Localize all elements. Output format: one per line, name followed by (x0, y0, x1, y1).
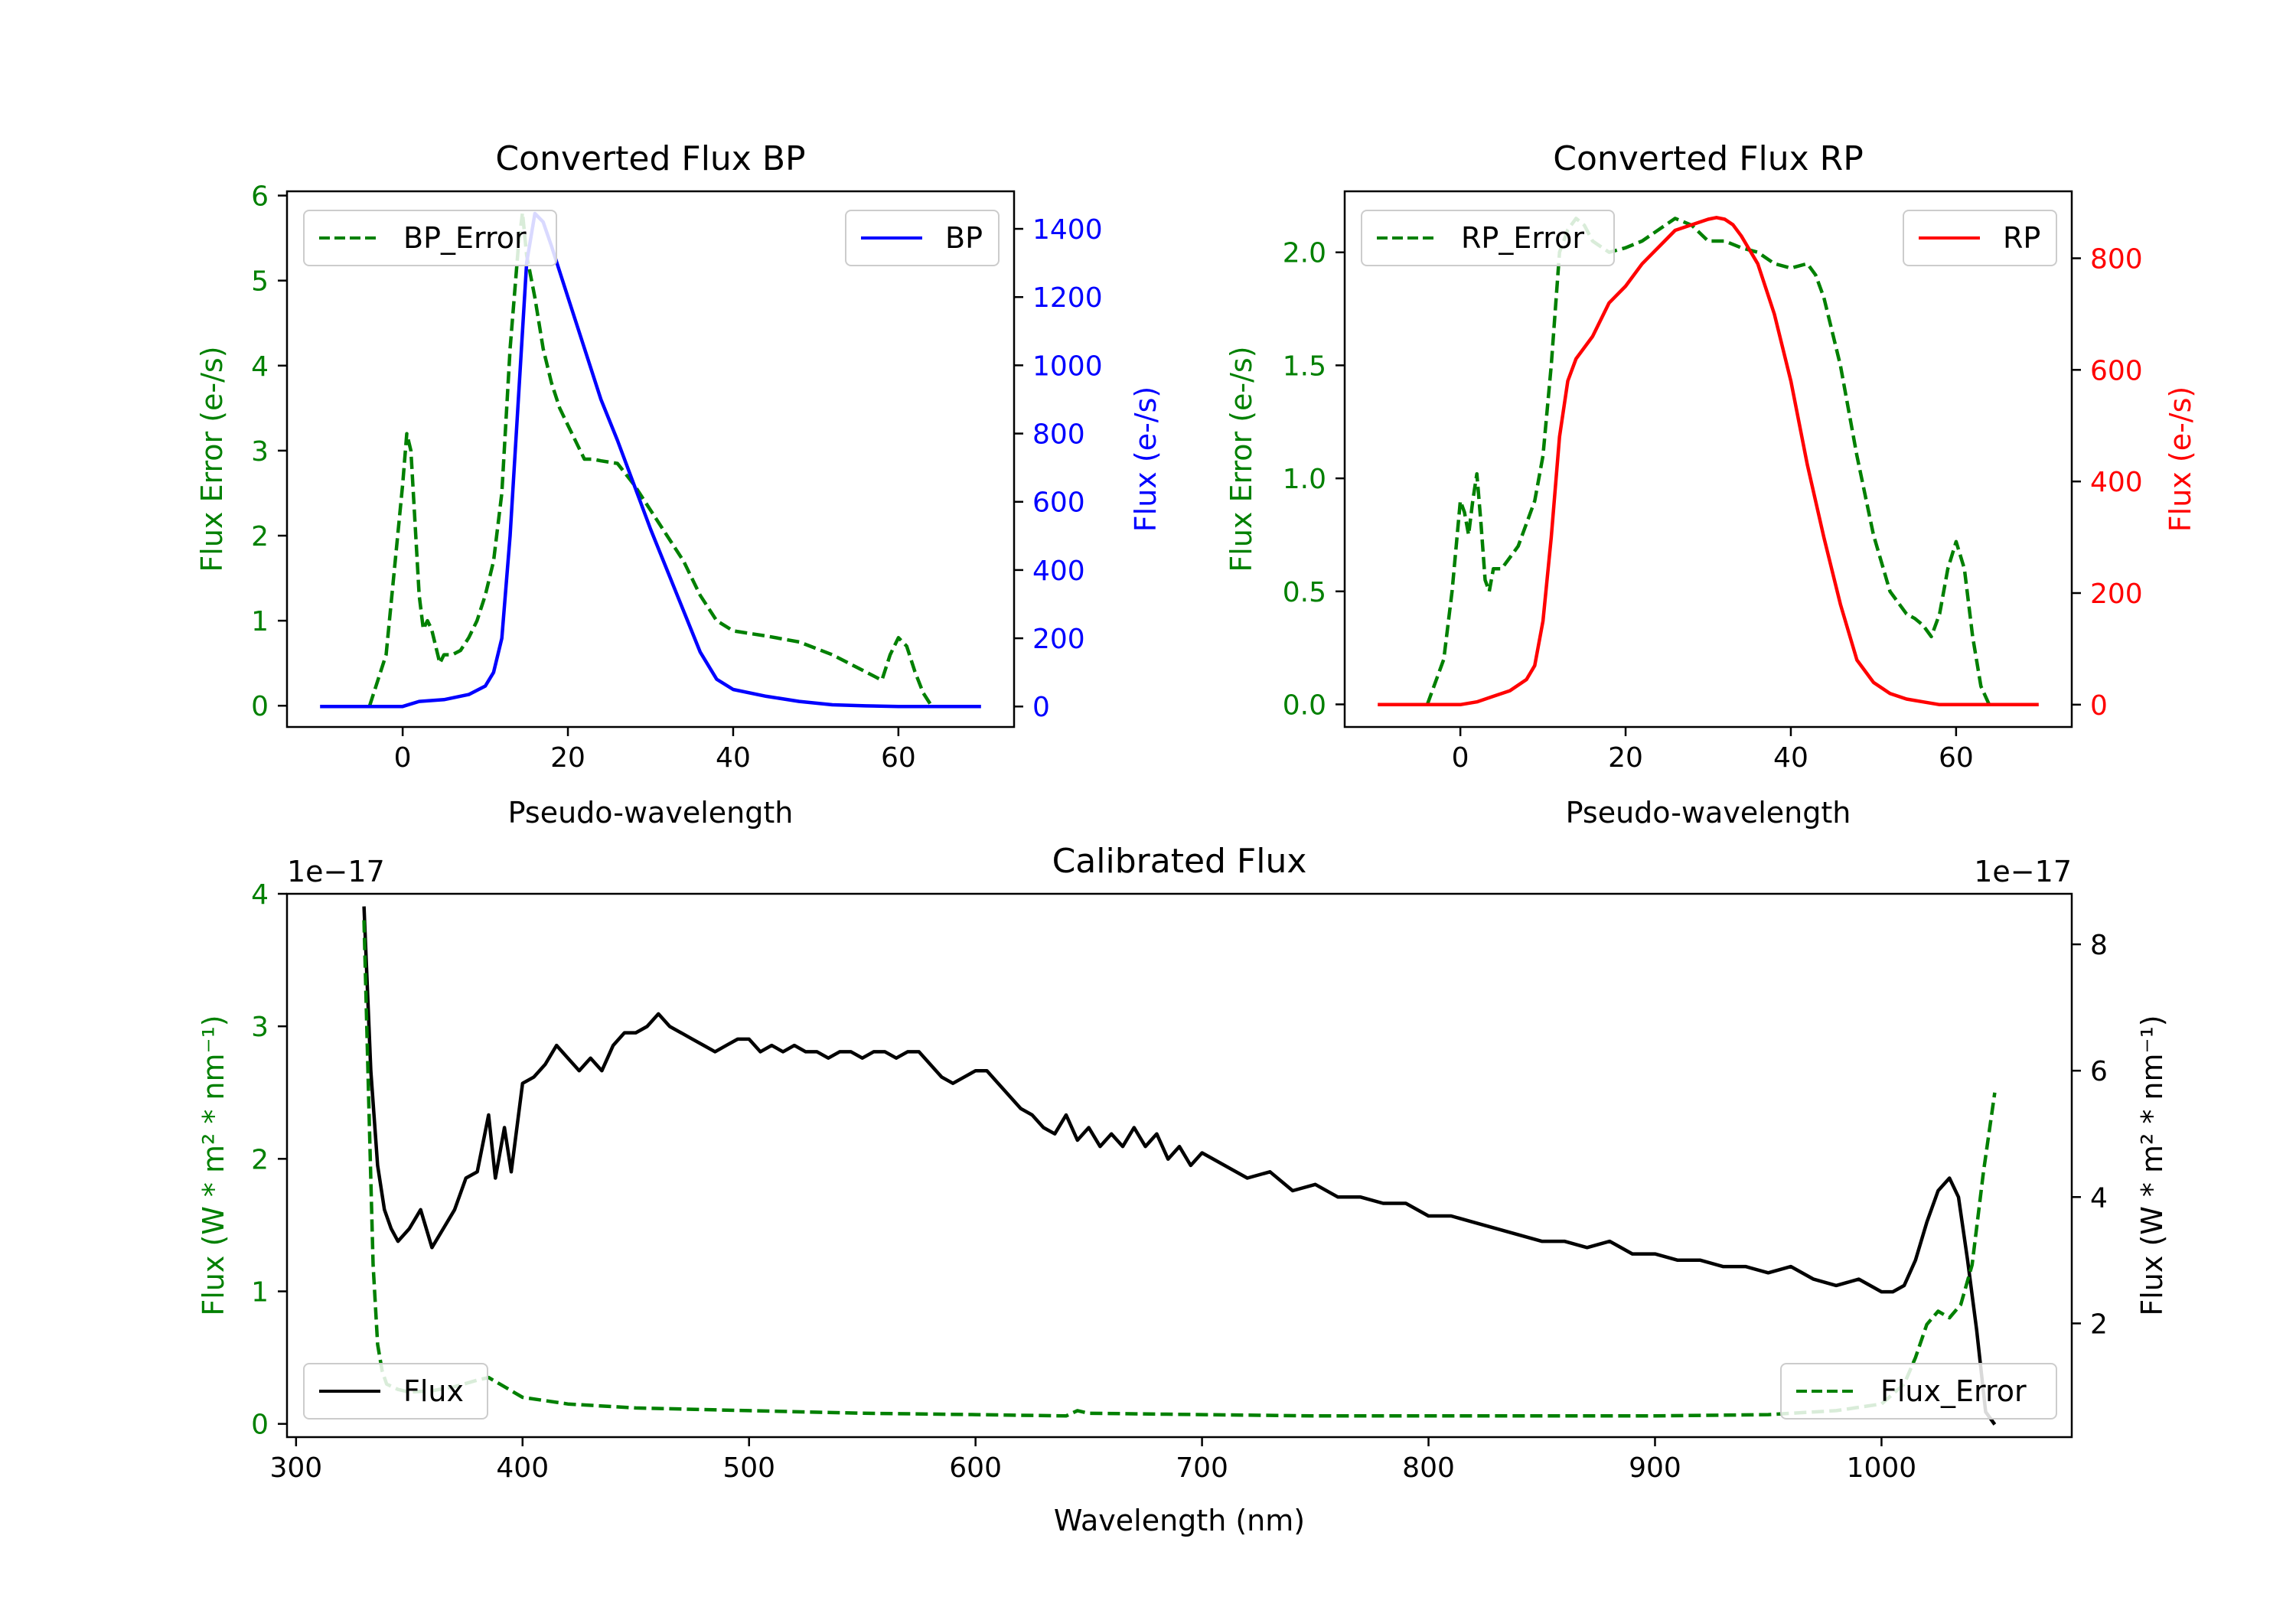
cal-xtick-label: 400 (496, 1452, 549, 1484)
bp-ytick-left-label: 3 (251, 436, 269, 468)
rp-legend-error-label: RP_Error (1461, 221, 1584, 255)
cal-legend-error: Flux_Error (1780, 1363, 2057, 1420)
rp-ytick-left-label: 1.0 (1283, 464, 1326, 495)
bp-ytick-left-label: 1 (251, 606, 269, 637)
cal-xtick-label: 500 (722, 1452, 775, 1484)
rp-panel: 0 20 40 60 0.0 0.5 1.0 1.5 2.0 0 200 400 600 800 Conv… (1225, 139, 2197, 830)
cal-plot-area (285, 892, 2073, 1439)
rp-ytick-left-label: 0.0 (1283, 689, 1326, 721)
rp-ytick-right-label: 400 (2090, 467, 2143, 498)
bp-legend-flux-label: BP (945, 221, 983, 255)
cal-ytick-right-label: 2 (2090, 1309, 2108, 1340)
bp-plot-area (285, 190, 1016, 729)
rp-ylabel-right: Flux (e-/s) (2164, 386, 2197, 532)
cal-offset-right: 1e−17 (1974, 855, 2072, 888)
bp-ytick-left-label: 2 (251, 521, 269, 553)
cal-series-flux (362, 906, 1997, 1426)
rp-xlabel: Pseudo-wavelength (1566, 796, 1851, 830)
rp-series-rp-error (1425, 217, 1991, 706)
rp-ytick-left-label: 0.5 (1283, 577, 1326, 608)
cal-title: Calibrated Flux (1052, 842, 1307, 881)
bp-ytick-right-label: 0 (1032, 692, 1050, 723)
bp-series-bp (320, 211, 981, 709)
bp-ylabel-right: Flux (e-/s) (1129, 386, 1163, 532)
bp-ytick-left-label: 5 (251, 266, 269, 298)
bp-ytick-left-label: 6 (251, 181, 269, 213)
cal-xtick-label: 600 (949, 1452, 1002, 1484)
bp-panel: 0 20 40 6001234560200400600800100012001400 … (195, 139, 1163, 830)
cal-ylabel-right: Flux (W * m² * nm⁻¹) (2135, 1015, 2169, 1315)
rp-ytick-right-label: 200 (2090, 579, 2143, 610)
bp-legend-error: BP_Error (303, 210, 557, 266)
bp-xtick-label: 60 (881, 742, 916, 774)
bp-legend-flux: BP (845, 210, 1000, 266)
rp-ytick-right-label: 600 (2090, 355, 2143, 386)
cal-xtick-label: 700 (1176, 1452, 1228, 1484)
cal-offset-left: 1e−17 (287, 855, 385, 888)
bp-ytick-right-label: 1200 (1032, 282, 1103, 314)
rp-xtick-label: 40 (1773, 742, 1808, 774)
bp-title: Converted Flux BP (495, 139, 805, 178)
rp-title: Converted Flux RP (1553, 139, 1864, 178)
rp-ytick-left-label: 2.0 (1283, 238, 1326, 269)
cal-ylabel-left: Flux (W * m² * nm⁻¹) (197, 1015, 230, 1315)
bp-ytick-right-label: 600 (1032, 487, 1085, 519)
cal-ytick-left-label: 2 (251, 1144, 269, 1175)
bp-xtick-label: 20 (550, 742, 585, 774)
cal-ytick-left-label: 0 (251, 1410, 269, 1441)
bp-xtick-label: 0 (394, 742, 412, 774)
rp-ylabel-left: Flux Error (e-/s) (1225, 346, 1258, 572)
rp-legend-flux: RP (1903, 210, 2057, 266)
cal-legend-flux-label: Flux (403, 1374, 464, 1408)
cal-xlabel: Wavelength (nm) (1054, 1504, 1305, 1537)
rp-ytick-left-label: 1.5 (1283, 350, 1326, 382)
bp-ytick-right-label: 1400 (1032, 214, 1103, 246)
rp-ytick-right-label: 0 (2090, 690, 2108, 722)
cal-xtick-label: 800 (1402, 1452, 1455, 1484)
bp-ytick-left-label: 0 (251, 691, 269, 722)
bp-ytick-right-label: 200 (1032, 624, 1085, 655)
rp-legend-flux-label: RP (2003, 221, 2040, 255)
rp-plot-area (1343, 190, 2073, 729)
rp-legend-error: RP_Error (1361, 210, 1615, 266)
bp-ytick-right-label: 800 (1032, 419, 1085, 451)
bp-ylabel-left: Flux Error (e-/s) (195, 346, 229, 572)
bp-xlabel: Pseudo-wavelength (508, 796, 794, 830)
rp-xtick-label: 60 (1939, 742, 1974, 774)
cal-xtick-label: 1000 (1847, 1452, 1917, 1484)
cal-ytick-right-label: 8 (2090, 930, 2108, 961)
bp-ytick-right-label: 400 (1032, 556, 1085, 587)
cal-panel: 300 400 500 600 700 800 900 1000 0 1 2 3 4 2 4 6 8 Calib… (197, 842, 2169, 1537)
cal-xtick-label: 900 (1629, 1452, 1681, 1484)
rp-series-rp (1378, 216, 2039, 707)
cal-ytick-right-label: 6 (2090, 1056, 2108, 1087)
cal-legend-error-label: Flux_Error (1880, 1374, 2027, 1408)
cal-ytick-left-label: 4 (251, 879, 269, 911)
cal-legend-flux: Flux (303, 1363, 488, 1420)
cal-ytick-left-label: 3 (251, 1012, 269, 1043)
cal-xtick-label: 300 (269, 1452, 322, 1484)
cal-ytick-left-label: 1 (251, 1277, 269, 1309)
cal-ytick-right-label: 4 (2090, 1182, 2108, 1214)
bp-xtick-label: 40 (716, 742, 751, 774)
rp-ytick-right-label: 800 (2090, 244, 2143, 275)
bp-legend-error-label: BP_Error (403, 221, 527, 255)
bp-series-bp-error (367, 210, 933, 707)
rp-xtick-label: 0 (1452, 742, 1469, 774)
rp-xtick-label: 20 (1608, 742, 1643, 774)
bp-ytick-right-label: 1000 (1032, 350, 1103, 382)
bp-ytick-left-label: 4 (251, 351, 269, 383)
